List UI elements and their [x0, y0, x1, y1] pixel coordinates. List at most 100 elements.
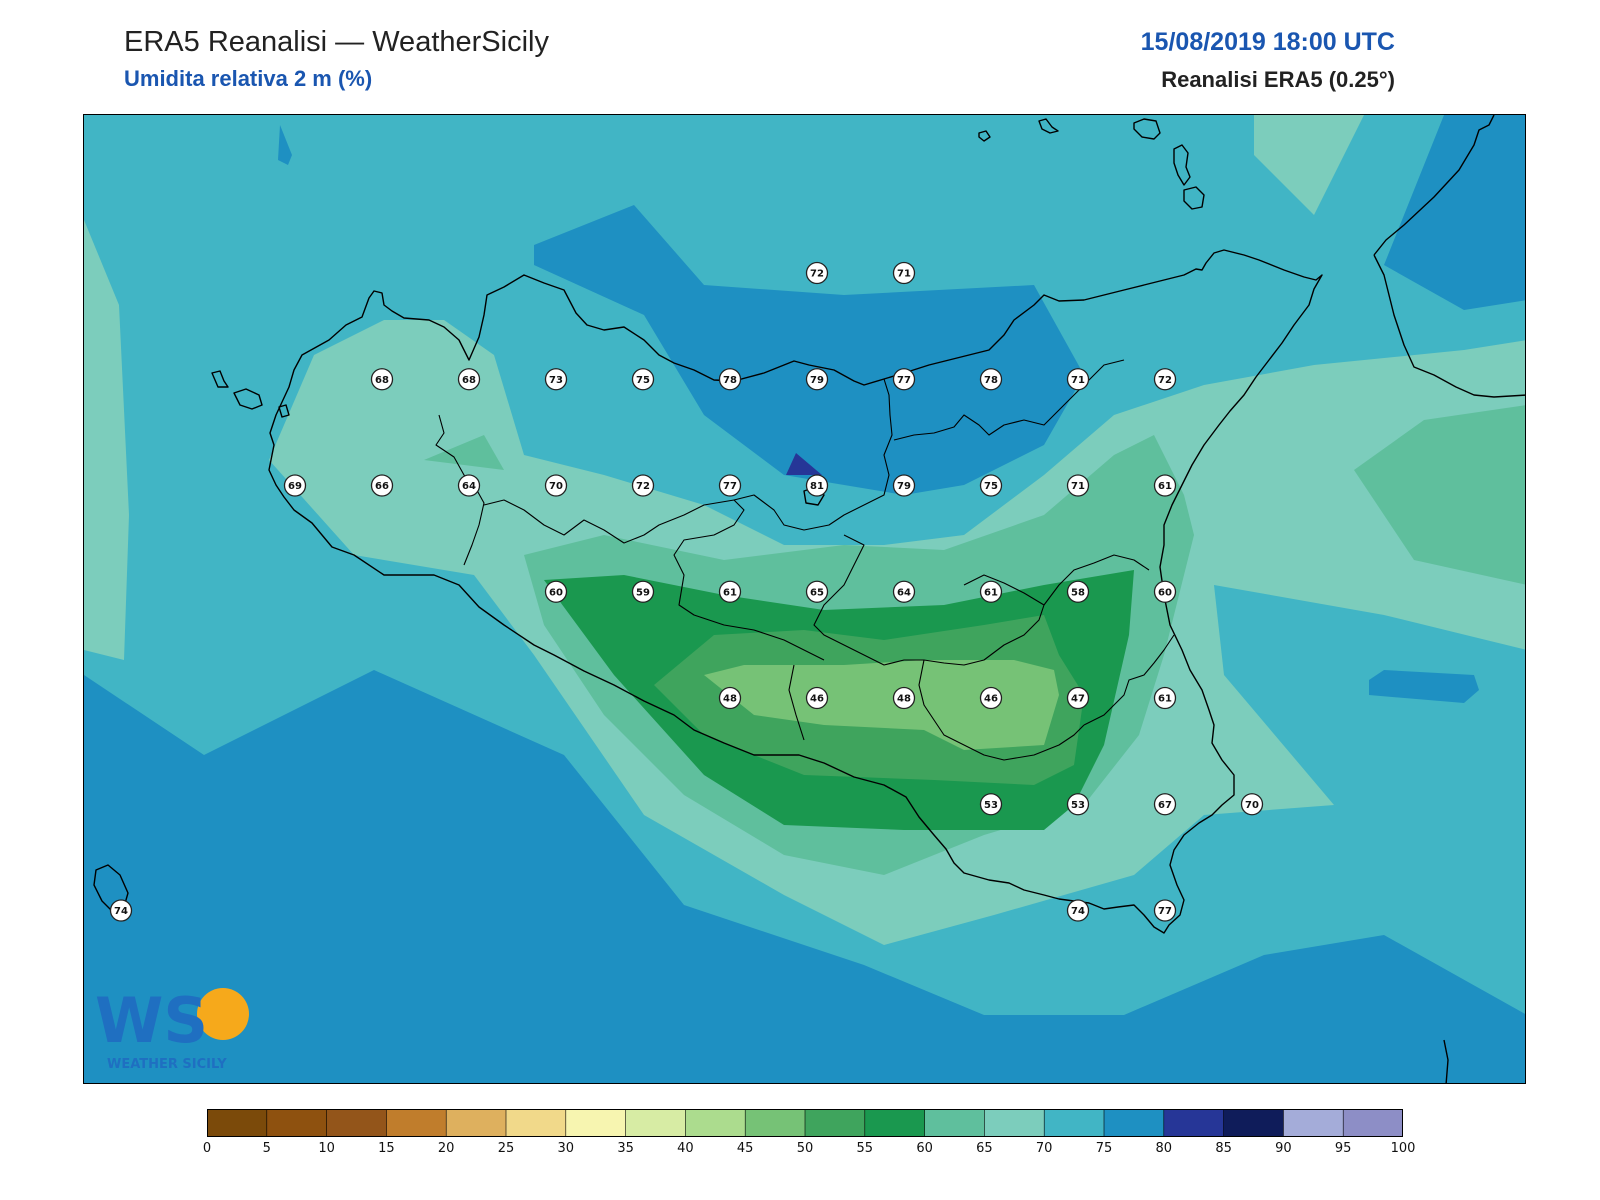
station-marker: 75	[979, 474, 1003, 497]
logo-caption: WEATHER SICILY	[107, 1057, 227, 1072]
station-circle	[1153, 368, 1177, 391]
station-circle	[718, 368, 742, 391]
field-75-80-north	[534, 205, 1084, 495]
station-circle	[109, 899, 133, 922]
station-circle	[805, 368, 829, 391]
field-65-70-west	[84, 220, 129, 660]
station-marker: 66	[370, 474, 394, 497]
colorbar-segment	[1223, 1109, 1284, 1137]
station-marker: 77	[892, 368, 916, 391]
station-circle	[892, 686, 916, 710]
station-value: 74	[1071, 906, 1085, 917]
station-circle	[1153, 899, 1177, 922]
station-circle	[718, 474, 742, 497]
station-circle	[544, 474, 568, 497]
station-value: 60	[1158, 587, 1172, 598]
station-marker: 72	[805, 261, 829, 285]
station-value: 61	[984, 587, 998, 598]
colorbar-tick-label: 15	[378, 1141, 395, 1156]
station-circle	[1066, 368, 1090, 391]
station-marker: 61	[979, 580, 1003, 603]
station-value: 61	[1158, 481, 1172, 492]
colorbar-segment	[386, 1109, 447, 1137]
station-circle	[1240, 793, 1264, 816]
field-60-65-east	[1354, 405, 1525, 585]
station-marker: 64	[457, 474, 481, 497]
border-ct-sr	[1083, 634, 1175, 726]
station-marker: 47	[1066, 686, 1090, 710]
station-marker: 67	[1153, 793, 1177, 816]
aeolian-island-5	[1183, 186, 1205, 210]
station-marker: 74	[1066, 899, 1090, 922]
station-marker: 79	[805, 368, 829, 391]
station-circle	[718, 686, 742, 710]
aeolian-island-1	[978, 130, 991, 142]
colorbar-segment	[685, 1109, 746, 1137]
field-80-85	[786, 453, 822, 475]
colorbar-tick-label: 50	[796, 1141, 814, 1156]
field-45-50	[704, 660, 1059, 750]
colorbar-tick-label: 60	[916, 1141, 933, 1156]
station-circle	[631, 474, 655, 497]
station-marker: 81	[805, 474, 829, 497]
station-value: 64	[462, 481, 476, 492]
station-circle	[1066, 899, 1090, 922]
station-circle	[370, 474, 394, 497]
station-marker: 60	[544, 580, 568, 603]
station-circle	[631, 368, 655, 391]
calabria-coast	[1373, 115, 1525, 398]
station-value: 73	[549, 375, 563, 386]
colorbar-segment	[924, 1109, 985, 1137]
station-circle	[892, 580, 916, 603]
colorbar-tick-label: 100	[1390, 1141, 1416, 1156]
station-circle	[892, 261, 916, 285]
colorbar-tick-label: 75	[1095, 1141, 1113, 1156]
colorbar	[207, 1109, 1403, 1137]
colorbar-segment	[625, 1109, 686, 1137]
data-source: Reanalisi ERA5 (0.25°)	[1161, 67, 1395, 92]
station-value: 79	[897, 481, 911, 492]
colorbar-tick-label: 40	[677, 1141, 694, 1156]
station-marker: 73	[544, 368, 568, 391]
field-75-80-northeast	[1384, 115, 1525, 310]
province-borders	[435, 359, 1175, 761]
malta-island	[1443, 1039, 1449, 1083]
station-value: 81	[810, 481, 824, 492]
colorbar-tick-label: 90	[1275, 1141, 1292, 1156]
colorbar-segment	[565, 1109, 627, 1137]
station-circle	[1066, 580, 1090, 603]
station-value: 68	[462, 375, 476, 386]
station-marker: 58	[1066, 580, 1090, 603]
aeolian-island-4	[1173, 144, 1191, 186]
station-marker: 60	[1153, 580, 1177, 603]
colorbar-segment	[266, 1109, 328, 1137]
colorbar-tick-label: 55	[856, 1141, 874, 1156]
station-marker: 78	[979, 368, 1003, 391]
station-circle	[457, 474, 481, 497]
station-value: 46	[984, 694, 998, 705]
station-marker: 61	[1153, 474, 1177, 497]
colorbar-labels: 0 5 10 15 20 25 30 35 40 45 50 55 60 65 70 75 80 85 90 95 10…	[203, 1141, 1416, 1157]
station-value: 71	[897, 269, 911, 280]
station-value: 78	[984, 375, 998, 386]
station-value: 72	[810, 269, 824, 280]
station-value: 59	[636, 587, 650, 598]
colorbar-tick-label: 10	[318, 1141, 335, 1156]
colorbar-tick-label: 95	[1334, 1141, 1352, 1156]
field-75-80-south	[84, 670, 1525, 1083]
colorbar-segment	[207, 1109, 268, 1137]
station-value: 74	[114, 906, 128, 917]
station-value: 79	[810, 375, 824, 386]
station-marker: 46	[805, 686, 829, 710]
colorbar-tick-label: 5	[262, 1141, 271, 1156]
station-value: 75	[636, 375, 650, 386]
station-marker: 53	[1066, 793, 1090, 816]
station-circle	[892, 474, 916, 497]
station-values: 72 71 68 68 73 75 78 79 77 78 71 72 69 66 64 70 72 77 81 79…	[109, 261, 1264, 922]
station-marker: 71	[1066, 368, 1090, 391]
station-value: 64	[897, 587, 911, 598]
weathersicily-logo: WS WEATHER SICILY	[95, 980, 255, 1075]
colorbar-tick-label: 35	[617, 1141, 634, 1156]
station-value: 72	[636, 481, 650, 492]
station-value: 46	[810, 694, 824, 705]
